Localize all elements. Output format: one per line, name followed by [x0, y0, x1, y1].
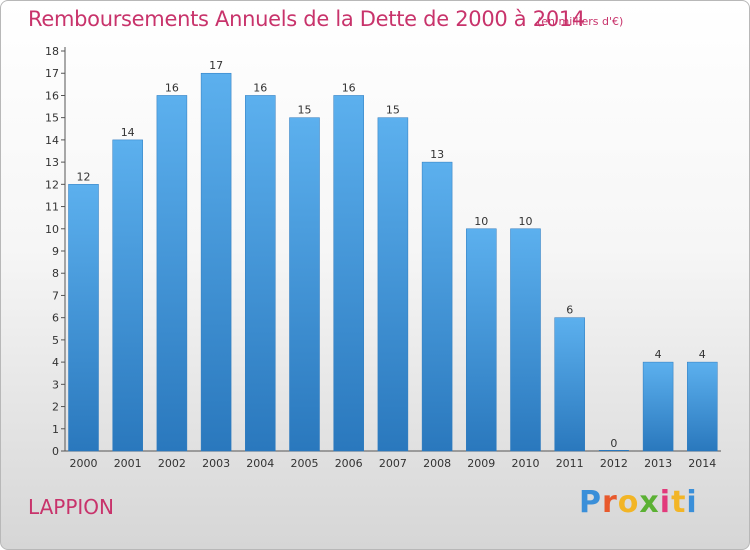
bar [289, 117, 320, 452]
y-tick-label: 5 [52, 334, 59, 347]
data-label: 4 [699, 348, 706, 361]
y-tick-label: 16 [45, 89, 59, 102]
y-tick-label: 10 [45, 223, 59, 236]
data-label: 4 [655, 348, 662, 361]
y-tick-label: 12 [45, 178, 59, 191]
brand-logo-letter: i [659, 485, 672, 520]
y-tick-label: 13 [45, 156, 59, 169]
data-label: 12 [77, 170, 91, 183]
x-tick-label: 2001 [114, 457, 142, 470]
chart-subtitle: (en milliers d'€) [537, 15, 624, 28]
bar [68, 184, 99, 452]
brand-logo-letter: r [602, 485, 618, 520]
data-label: 10 [519, 215, 533, 228]
brand-logo-letter: o [617, 485, 640, 520]
x-tick-label: 2006 [335, 457, 363, 470]
x-tick-label: 2000 [70, 457, 98, 470]
bar [510, 228, 541, 452]
brand-logo-letter: i [686, 485, 698, 520]
bars [68, 72, 718, 452]
bar [200, 72, 232, 452]
data-label: 16 [342, 81, 356, 94]
data-labels: 12 14 16 17 16 15 16 15 13 10 10 6 0 4 4 [77, 59, 706, 450]
x-tick-label: 2007 [379, 457, 407, 470]
y-tick-label: 18 [45, 45, 59, 58]
bar [156, 95, 188, 452]
x-tick-label: 2009 [467, 457, 495, 470]
y-tick-label: 17 [45, 67, 59, 80]
chart-title: Remboursements Annuels de la Dette de 20… [28, 7, 585, 31]
y-tick-label: 15 [45, 112, 59, 125]
y-tick-label: 7 [52, 289, 59, 302]
bar [245, 95, 276, 452]
bar [421, 161, 453, 452]
bar [377, 117, 409, 452]
bar [687, 361, 718, 452]
y-tick-label: 3 [52, 378, 59, 391]
bar [333, 95, 364, 452]
y-tick-label: 11 [45, 201, 59, 214]
y-tick-label: 1 [52, 423, 59, 436]
data-label: 16 [253, 81, 267, 94]
x-tick-label: 2004 [246, 457, 274, 470]
brand-logo-letter: x [639, 485, 660, 520]
x-tick-label: 2013 [644, 457, 672, 470]
y-tick-label: 8 [52, 267, 59, 280]
x-tick-label: 2008 [423, 457, 451, 470]
x-tick-label: 2014 [688, 457, 716, 470]
x-tick-label: 2002 [158, 457, 186, 470]
data-label: 13 [430, 148, 444, 161]
x-tick-label: 2005 [291, 457, 319, 470]
x-tick-label: 2011 [556, 457, 584, 470]
bar [642, 361, 674, 452]
bar [554, 317, 585, 452]
bar [466, 228, 497, 452]
data-label: 6 [566, 304, 573, 317]
bar [112, 139, 143, 452]
data-label: 17 [209, 59, 223, 72]
data-label: 16 [165, 81, 179, 94]
data-label: 0 [610, 437, 617, 450]
bar [598, 450, 629, 451]
x-tick-label: 2012 [600, 457, 628, 470]
x-tick-label: 2003 [202, 457, 230, 470]
data-label: 10 [474, 215, 488, 228]
y-tick-label: 9 [52, 245, 59, 258]
y-tick-label: 4 [52, 356, 59, 369]
brand-logo: Proxiti [579, 485, 698, 520]
brand-logo-letter: P [579, 485, 602, 520]
x-tick-label: 2010 [512, 457, 540, 470]
y-tick-label: 0 [52, 445, 59, 458]
y-tick-label: 6 [52, 312, 59, 325]
data-label: 14 [121, 126, 135, 139]
y-tick-label: 14 [45, 134, 59, 147]
data-label: 15 [386, 104, 400, 117]
y-tick-label: 2 [52, 401, 59, 414]
data-label: 15 [298, 104, 312, 117]
brand-logo-letter: t [671, 485, 687, 520]
commune-name: LAPPION [28, 495, 115, 519]
